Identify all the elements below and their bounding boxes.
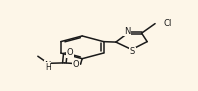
Text: H: H: [45, 63, 51, 72]
Text: O: O: [72, 60, 79, 69]
Text: S: S: [130, 47, 135, 56]
Text: O: O: [66, 48, 73, 57]
Text: Cl: Cl: [164, 19, 172, 28]
Text: N: N: [124, 27, 130, 36]
Text: N: N: [44, 61, 51, 70]
